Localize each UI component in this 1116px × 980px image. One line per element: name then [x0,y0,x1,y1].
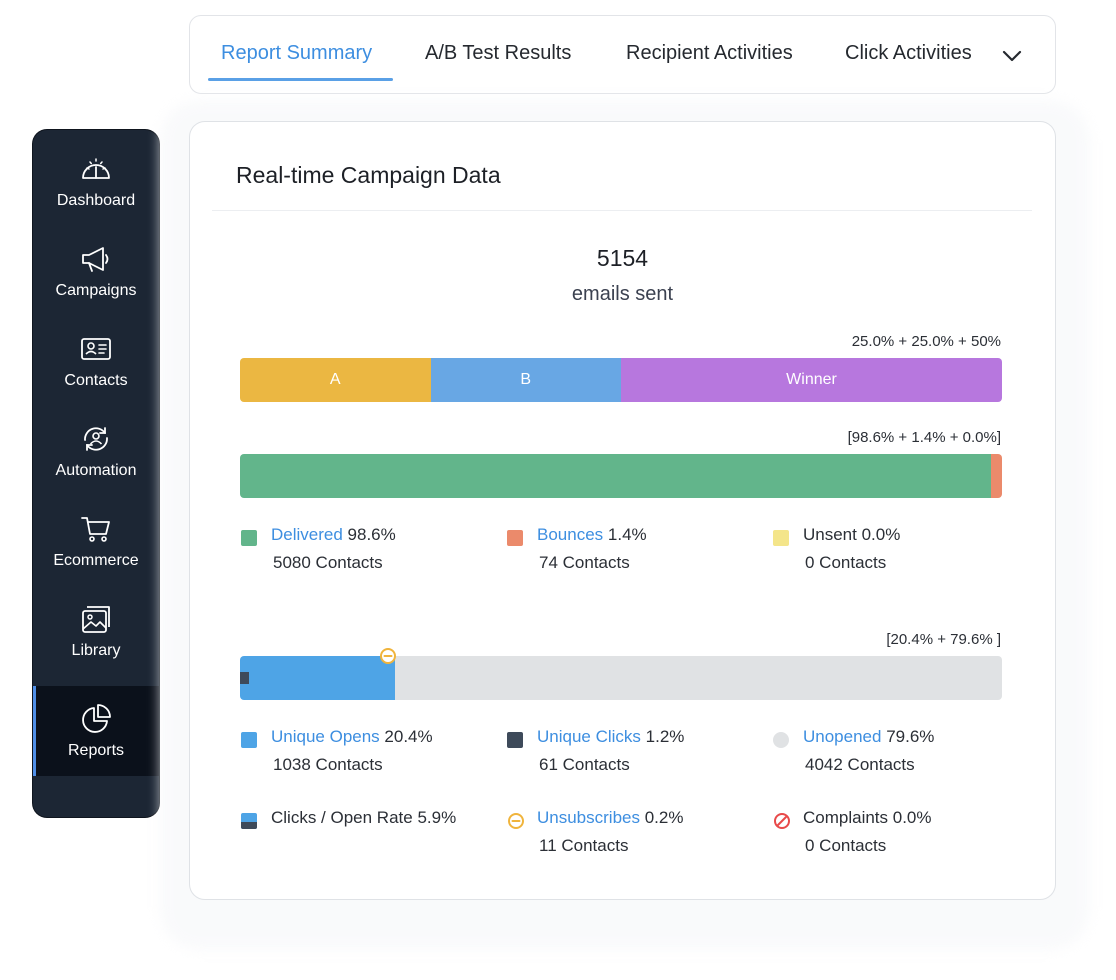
split-segment-a: A [240,358,431,402]
tab-click-activities[interactable]: Click Activities [845,42,972,64]
sidebar-item-label: Ecommerce [53,552,139,569]
unsent-label: Unsent 0.0% [803,525,901,544]
delivery-percent-note: [98.6% + 1.4% + 0.0%] [847,429,1001,446]
legend-delivered: Delivered 98.6% 5080 Contacts [241,525,481,581]
bounces-percent: 1.4% [603,525,647,544]
sidebar-item-label: Reports [67,742,125,759]
sidebar-item-contacts[interactable]: Contacts [33,316,159,406]
split-percent-note: 25.0% + 25.0% + 50% [851,333,1001,350]
legend-unique-opens: Unique Opens 20.4% 1038 Contacts [241,727,481,783]
unsent-swatch [773,530,789,546]
click-open-rate-label: Clicks / Open Rate 5.9% [271,808,457,827]
sidebar-item-reports[interactable]: Reports [33,686,159,776]
automation-icon [84,427,108,451]
legend-unsent: Unsent 0.0% 0 Contacts [773,525,1013,581]
cart-icon [81,517,110,542]
unique-opens-contacts: 1038 Contacts [273,755,383,774]
clicks-swatch [507,732,523,748]
engagement-percent-note: [20.4% + 79.6% ] [886,631,1001,648]
unsent-contacts: 0 Contacts [805,553,887,572]
sidebar-item-label: Library [71,642,121,659]
opens-segment [240,656,396,700]
complaints-contacts: 0 Contacts [805,836,887,855]
tab-ab-test-results[interactable]: A/B Test Results [425,42,572,64]
delivered-contacts: 5080 Contacts [273,553,383,572]
sidebar-item-label: Contacts [64,372,128,389]
click-open-rate-swatch [241,813,257,829]
unopened-segment [395,656,1002,700]
report-tabs-bar: Report Summary A/B Test Results Recipien… [189,15,1056,94]
sidebar-item-ecommerce[interactable]: Ecommerce [33,496,159,586]
sidebar-item-campaigns[interactable]: Campaigns [33,226,159,316]
split-segment-b: B [430,358,621,402]
legend-unique-clicks: Unique Clicks 1.2% 61 Contacts [507,727,747,783]
split-segment-winner: Winner [621,358,1002,402]
complaint-prohibited-icon [774,813,790,829]
sidebar-item-label: Campaigns [55,282,137,299]
ab-split-bar: A B Winner [240,358,1002,402]
emails-sent-count: 5154 [596,245,649,271]
delivered-segment [240,454,992,498]
opens-swatch [241,732,257,748]
unique-clicks-contacts: 61 Contacts [539,755,630,774]
bounces-contacts: 74 Contacts [539,553,630,572]
click-open-rate-swatch-bottom [241,822,257,829]
unopened-percent: 79.6% [881,727,935,746]
image-library-icon [82,606,110,633]
unsubscribes-contacts: 11 Contacts [539,836,629,855]
complaints-label: Complaints 0.0% [803,808,932,827]
engagement-bar [240,648,1002,700]
card-title: Real-time Campaign Data [236,162,501,188]
sidebar-item-library[interactable]: Library [33,586,159,676]
speedometer-icon [82,158,110,179]
delivered-link[interactable]: Delivered [271,525,343,544]
campaign-data-card: Real-time Campaign Data 5154 emails sent… [189,121,1056,900]
legend-bounces: Bounces 1.4% 74 Contacts [507,525,747,581]
unsubscribe-marker-icon [380,648,397,664]
emails-sent-label: emails sent [571,283,674,305]
megaphone-icon [82,247,109,272]
unique-clicks-link[interactable]: Unique Clicks [537,727,641,746]
unsubscribes-percent: 0.2% [640,808,684,827]
delivered-percent: 98.6% [342,525,396,544]
delivered-swatch [241,530,257,546]
tab-recipient-activities[interactable]: Recipient Activities [626,42,793,64]
divider [212,210,1032,211]
legend-unsubscribes: Unsubscribes 0.2% 11 Contacts [507,808,747,864]
sidebar-nav: Dashboard Campaigns Contacts Automation [33,130,159,817]
active-tab-indicator [208,78,393,81]
sidebar-item-automation[interactable]: Automation [33,406,159,496]
delivery-bar [240,454,1002,498]
unique-opens-percent: 20.4% [379,727,433,746]
contact-card-icon [81,338,111,360]
unopened-link[interactable]: Unopened [803,727,882,746]
legend-unopened: Unopened 79.6% 4042 Contacts [773,727,1013,783]
bounces-link[interactable]: Bounces [537,525,604,544]
unopened-swatch [773,732,789,748]
pie-chart-icon [82,704,111,733]
chevron-down-icon[interactable] [998,42,1026,70]
sidebar-item-dashboard[interactable]: Dashboard [33,136,159,226]
unsubscribes-link[interactable]: Unsubscribes [537,808,640,827]
legend-complaints: Complaints 0.0% 0 Contacts [773,808,1013,864]
unopened-contacts: 4042 Contacts [805,755,915,774]
legend-click-open-rate: Clicks / Open Rate 5.9% [241,808,501,838]
unique-opens-link[interactable]: Unique Opens [271,727,380,746]
bounces-segment [991,454,1002,498]
sidebar-item-label: Automation [55,462,137,479]
sidebar-item-label: Dashboard [56,192,136,209]
tab-report-summary[interactable]: Report Summary [221,42,373,64]
bounces-swatch [507,530,523,546]
unique-clicks-percent: 1.2% [640,727,685,746]
unsubscribe-icon [508,813,524,829]
clicks-segment [240,672,250,684]
